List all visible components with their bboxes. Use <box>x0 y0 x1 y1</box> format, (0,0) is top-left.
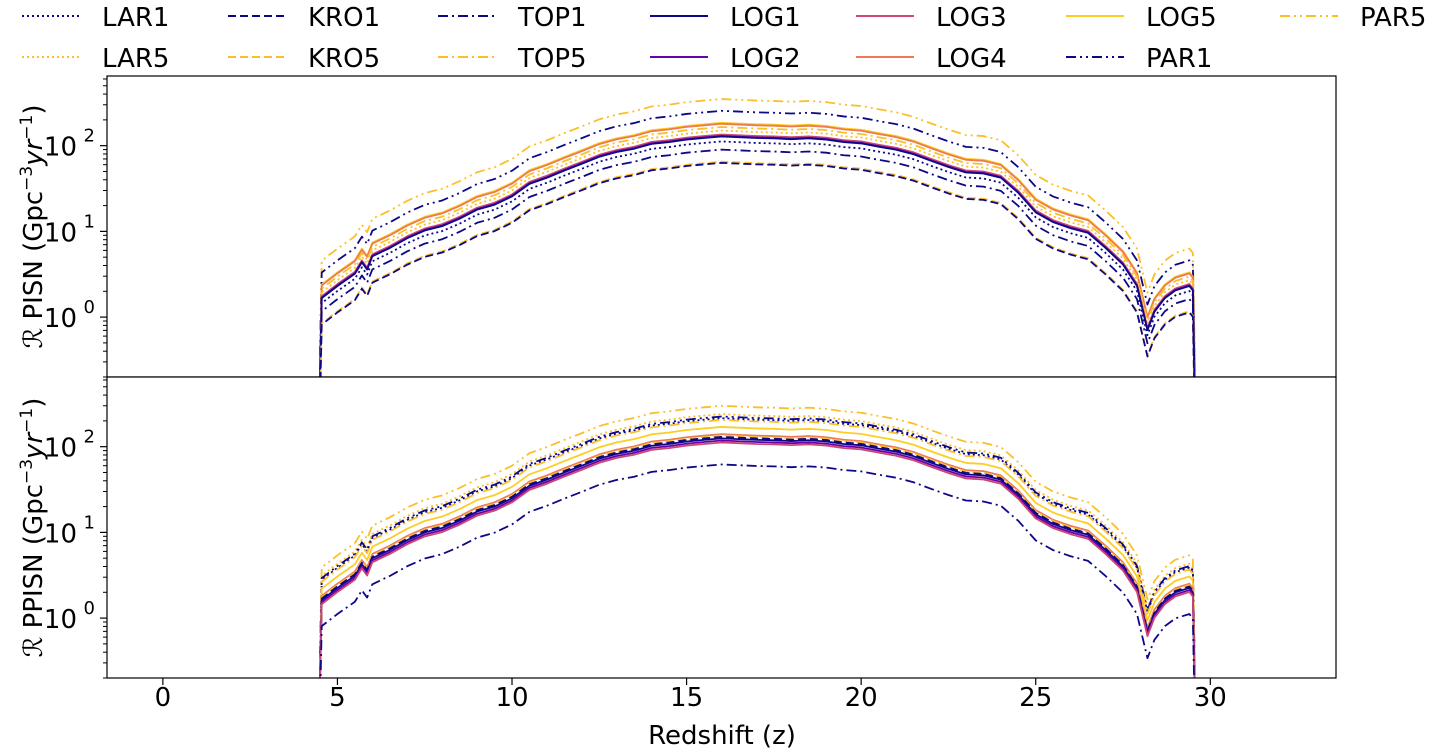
series-line-log1 <box>319 437 1196 678</box>
series-line-par1 <box>319 109 1196 377</box>
series-line-log5 <box>319 426 1196 678</box>
legend-entry-log5: LOG5 <box>1066 3 1217 33</box>
legend-label-log1: LOG1 <box>730 3 801 33</box>
series-line-kro5 <box>319 434 1196 678</box>
x-tick-label: 10 <box>495 683 528 713</box>
ppisn-panel: 10 0 10 1 10 2 ℛ PPISN (Gpc−3yr−1) <box>17 376 1337 685</box>
y-tick-label: 10 <box>44 605 77 635</box>
legend-label-lar5: LAR5 <box>102 44 169 74</box>
x-axis: 0 5 10 15 20 25 30 <box>155 683 1227 713</box>
legend-label-kro5: KRO5 <box>308 44 380 74</box>
pisn-panel: 10 0 10 1 10 2 ℛ PISN (Gpc−3yr−1) <box>17 75 1337 384</box>
series-lines <box>319 98 1196 377</box>
y-tick-label-exponent: 1 <box>84 211 95 232</box>
plot-area <box>107 377 1336 678</box>
y-tick-label: 10 <box>44 218 77 248</box>
y-axis-label: ℛ PPISN (Gpc−3yr−1) <box>17 398 49 658</box>
legend-label-top1: TOP1 <box>517 3 587 33</box>
legend-entry-log1: LOG1 <box>650 3 801 33</box>
legend-label-par1: PAR1 <box>1146 44 1212 74</box>
series-line-lar1 <box>319 140 1196 377</box>
series-line-lar1 <box>319 417 1196 678</box>
x-tick-label: 0 <box>155 683 172 713</box>
x-tick-label: 5 <box>329 683 346 713</box>
legend-entry-lar5: LAR5 <box>22 44 169 74</box>
y-tick-label: 10 <box>44 133 77 163</box>
legend-label-log5: LOG5 <box>1146 3 1217 33</box>
series-line-log3 <box>319 441 1196 678</box>
series-line-top5 <box>319 419 1196 678</box>
series-line-log1 <box>319 135 1196 377</box>
legend-label-top5: TOP5 <box>517 44 587 74</box>
series-line-par5 <box>319 98 1196 377</box>
x-tick-label: 30 <box>1194 683 1227 713</box>
legend-entry-top1: TOP1 <box>438 3 587 33</box>
series-line-lar5 <box>319 413 1196 678</box>
y-tick-label-exponent: 0 <box>84 297 95 318</box>
series-line-kro5 <box>319 160 1195 377</box>
legend-entry-log3: LOG3 <box>856 3 1007 33</box>
y-tick-label: 10 <box>44 304 77 334</box>
legend-entry-par1: PAR1 <box>1066 44 1212 74</box>
y-tick-label: 10 <box>44 434 77 464</box>
x-tick-label: 25 <box>1019 683 1052 713</box>
legend-label-kro1: KRO1 <box>308 3 380 33</box>
legend-entry-log4: LOG4 <box>856 44 1007 74</box>
legend: LAR1 LAR5 KRO1 KRO5 TOP1 TOP5 LOG1 LOG2 LOG3 LOG4… <box>22 3 1426 74</box>
series-line-log4 <box>319 122 1196 377</box>
series-line-par5 <box>319 404 1196 678</box>
legend-entry-par5: PAR5 <box>1280 3 1426 33</box>
y-tick-label-exponent: 2 <box>84 126 95 147</box>
legend-label-log2: LOG2 <box>730 44 801 74</box>
series-line-top1 <box>319 148 1196 377</box>
series-line-top5 <box>319 126 1196 377</box>
y-tick-label: 10 <box>44 519 77 549</box>
y-tick-label-exponent: 1 <box>84 512 95 533</box>
series-line-log4 <box>319 433 1196 678</box>
series-line-par1 <box>319 415 1196 678</box>
x-tick-label: 20 <box>845 683 878 713</box>
y-tick-label-exponent: 0 <box>84 598 95 619</box>
legend-label-lar1: LAR1 <box>102 3 169 33</box>
legend-label-log4: LOG4 <box>936 44 1007 74</box>
plot-frame <box>106 376 1337 679</box>
series-line-log3 <box>319 133 1196 377</box>
legend-entry-kro1: KRO1 <box>228 3 380 33</box>
legend-entry-lar1: LAR1 <box>22 3 169 33</box>
series-lines <box>319 404 1196 678</box>
x-tick-label: 15 <box>670 683 703 713</box>
legend-entry-log2: LOG2 <box>650 44 801 74</box>
y-tick-label-exponent: 2 <box>84 427 95 448</box>
legend-label-log3: LOG3 <box>936 3 1007 33</box>
legend-entry-top5: TOP5 <box>438 44 587 74</box>
legend-label-par5: PAR5 <box>1360 3 1426 33</box>
series-line-log2 <box>319 439 1196 678</box>
y-axis-label: ℛ PISN (Gpc−3yr−1) <box>17 104 49 348</box>
x-axis-label: Redshift (z) <box>648 721 796 751</box>
series-line-kro1 <box>319 436 1196 678</box>
legend-entry-kro5: KRO5 <box>228 44 380 74</box>
